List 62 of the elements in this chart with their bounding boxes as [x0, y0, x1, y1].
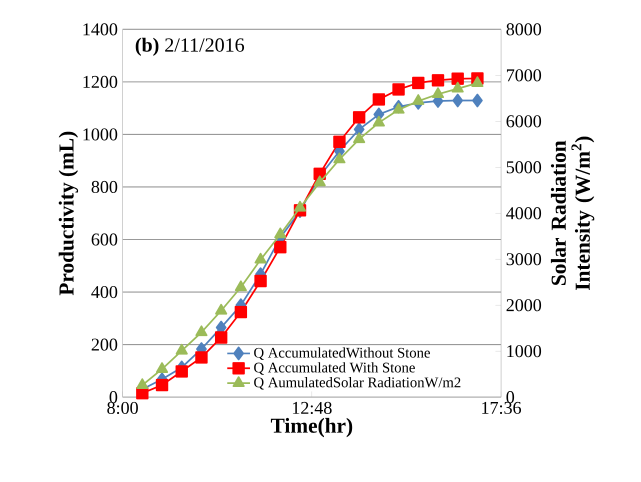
point — [432, 74, 444, 86]
point — [136, 378, 148, 389]
point — [452, 72, 464, 85]
point — [234, 306, 248, 318]
point — [254, 274, 267, 287]
x-tick-label: 8:00 — [107, 402, 138, 414]
y2-tick-label: 2000 — [506, 298, 542, 312]
legend-label: Q Accumulated With Stone — [254, 362, 415, 375]
point — [372, 116, 385, 126]
point — [254, 252, 267, 264]
point — [372, 93, 386, 106]
y2-tick-label: 3000 — [506, 252, 542, 266]
y-tick-label: 1400 — [84, 23, 118, 36]
point — [176, 344, 188, 354]
y-tick-label: 1000 — [84, 128, 118, 140]
x-tick-label: 12:48 — [292, 402, 332, 414]
y2-axis-title: Solar Radiation Intensity (W/m$^{2}$) — [550, 136, 594, 290]
legend-label: Q AumulatedSolar RadiationW/m2 — [254, 376, 460, 390]
point — [274, 240, 286, 254]
point — [176, 364, 188, 378]
point — [352, 110, 366, 124]
point — [392, 102, 405, 114]
y2-tick-label: 4000 — [506, 206, 542, 220]
point — [156, 378, 168, 392]
y-tick-label: 400 — [91, 286, 118, 298]
chart-title: (b) 2/11/2016 — [136, 38, 244, 56]
point — [353, 132, 366, 143]
legend-label: Q AccumulatedWithout Stone — [254, 347, 430, 360]
point — [333, 135, 346, 148]
y-tick-label: 800 — [92, 180, 118, 193]
point — [471, 76, 484, 87]
y2-tick-label: 5000 — [506, 160, 542, 174]
x-axis-title: Time(hr) — [270, 418, 352, 438]
y2-tick-label: 1000 — [507, 344, 542, 358]
point — [392, 83, 405, 96]
point — [412, 94, 424, 105]
x-tick-label: 17:36 — [482, 402, 522, 414]
y2-tick-label: 0 — [506, 390, 514, 403]
y-tick-label: 200 — [92, 338, 118, 350]
point — [354, 122, 365, 136]
point — [472, 93, 483, 108]
point — [215, 304, 228, 314]
point — [234, 280, 247, 291]
y2-tick-label: 6000 — [506, 114, 542, 128]
y-tick-label: 0 — [110, 390, 118, 403]
y-tick-label: 1200 — [84, 76, 118, 88]
point — [214, 331, 228, 344]
point — [412, 76, 424, 89]
y-tick-label: 600 — [92, 233, 118, 246]
point — [274, 227, 286, 238]
point — [195, 325, 208, 336]
point — [195, 351, 208, 364]
y2-tick-label: 7000 — [506, 69, 542, 82]
y-axis-title: Productivity (mL) — [58, 132, 78, 296]
point — [333, 152, 346, 164]
y2-tick-label: 8000 — [506, 23, 542, 36]
point — [432, 87, 444, 98]
point — [314, 175, 326, 186]
point — [156, 362, 168, 373]
point — [452, 82, 464, 92]
point — [452, 93, 464, 108]
point — [294, 200, 306, 212]
